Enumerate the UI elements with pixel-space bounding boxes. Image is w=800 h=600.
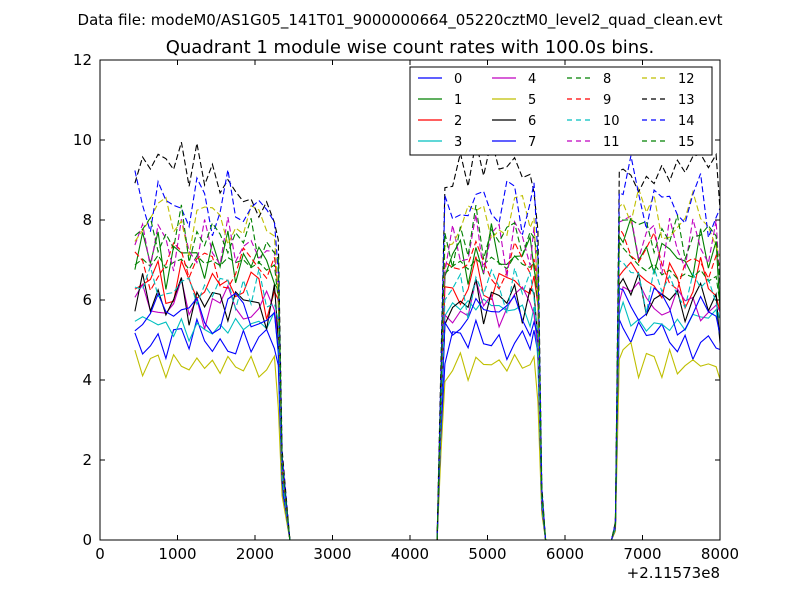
x-tick-label: 2000 [236, 545, 274, 563]
legend-label-9: 9 [603, 93, 611, 108]
series-line-0 [134, 317, 721, 541]
legend-frame [409, 66, 713, 156]
x-tick-label: 5000 [468, 545, 506, 563]
y-tick-label: 8 [82, 211, 92, 229]
series-line-1 [134, 217, 721, 541]
series-line-8 [134, 240, 721, 541]
y-tick-label: 10 [73, 131, 92, 149]
legend-label-4: 4 [528, 72, 536, 87]
series-line-9 [134, 226, 721, 541]
x-tick-label: 7000 [623, 545, 661, 563]
y-tick-label: 12 [73, 51, 92, 69]
series-line-15 [134, 204, 721, 541]
legend-label-13: 13 [678, 93, 695, 108]
y-tick-label: 0 [82, 531, 92, 549]
legend-label-6: 6 [528, 114, 536, 129]
series-line-14 [134, 155, 721, 541]
ticks-layer: 0 1000 2000 3000 4000 5000 6000 7000 80000246810… [73, 51, 739, 563]
legend-label-3: 3 [454, 135, 462, 150]
plot-area: 0 1000 2000 3000 4000 5000 6000 7000 80000246810… [73, 51, 739, 563]
legend-label-1: 1 [454, 93, 462, 108]
x-tick-label: 0 [95, 545, 105, 563]
legend-label-8: 8 [603, 72, 611, 87]
legend-label-11: 11 [603, 135, 620, 150]
y-tick-label: 2 [82, 451, 92, 469]
x-offset-label: +2.11573e8 [627, 564, 720, 582]
x-tick-label: 6000 [546, 545, 584, 563]
series-line-5 [134, 341, 721, 541]
legend-label-14: 14 [678, 114, 695, 129]
series-line-6 [134, 271, 721, 541]
y-tick-label: 4 [82, 371, 92, 389]
legend-label-2: 2 [454, 114, 462, 129]
chart-title: Quadrant 1 module wise count rates with … [166, 37, 655, 58]
legend-label-7: 7 [528, 135, 536, 150]
series-line-13 [134, 140, 721, 541]
x-tick-label: 1000 [158, 545, 196, 563]
x-tick-label: 4000 [391, 545, 429, 563]
legend-label-0: 0 [454, 72, 462, 87]
series-layer [134, 140, 721, 541]
suptitle: Data file: modeM0/AS1G05_141T01_90000006… [78, 11, 723, 30]
series-line-2 [134, 256, 721, 541]
legend-label-5: 5 [528, 93, 536, 108]
series-line-7 [134, 287, 721, 541]
legend-label-15: 15 [678, 135, 695, 150]
legend-label-12: 12 [678, 72, 695, 87]
series-line-10 [134, 259, 721, 541]
x-tick-label: 3000 [313, 545, 351, 563]
x-tick-label: 8000 [701, 545, 739, 563]
legend-label-10: 10 [603, 114, 620, 129]
series-line-11 [134, 214, 721, 541]
y-tick-label: 6 [82, 291, 92, 309]
series-line-3 [134, 298, 721, 541]
